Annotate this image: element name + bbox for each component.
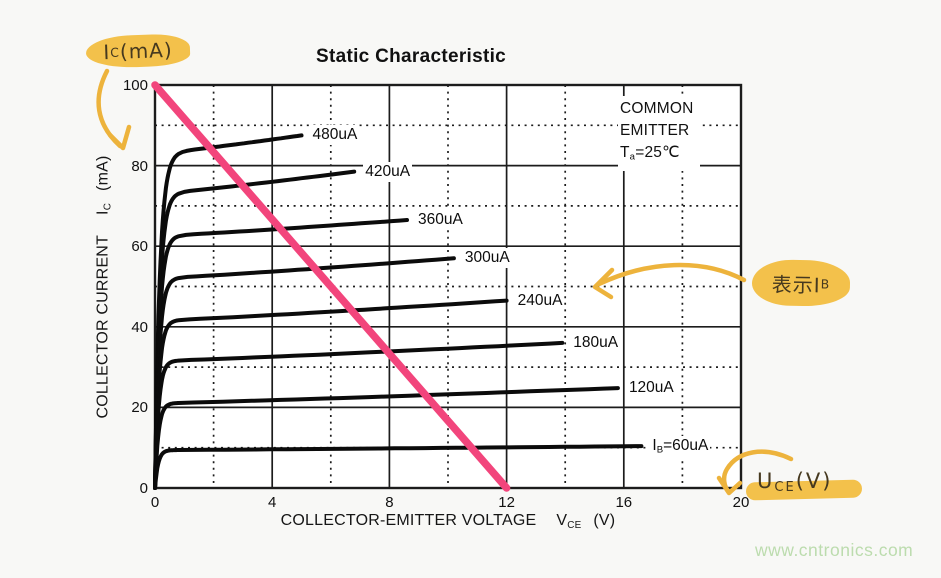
x-axis-symbol: V (556, 512, 568, 529)
ib-arrow-head-icon (592, 267, 615, 300)
watermark: www.cntronics.com (755, 540, 914, 560)
curve-IB=60uA (153, 444, 644, 490)
curve-IB=240uA (153, 298, 509, 490)
condition-line-1: COMMON (620, 100, 694, 117)
curve-label-IB=240uA: 240uA (515, 290, 565, 311)
curve-label-IB=180uA: 180uA (571, 332, 621, 353)
y-tick-label: 0 (139, 480, 148, 497)
ib-arrow-icon (596, 262, 747, 287)
load-line (151, 81, 511, 492)
x-tick-label: 4 (268, 494, 277, 511)
curve-label-IB=60uA: IB=60uA (650, 436, 711, 461)
x-tick-label: 8 (385, 494, 394, 511)
curve-label-IB=420uA: 420uA (363, 161, 413, 182)
y-tick-label: 80 (131, 157, 148, 175)
x-tick-label: 20 (732, 494, 750, 511)
curve-IB=120uA (153, 386, 620, 490)
condition-temperature: Ta=25℃ (620, 144, 680, 163)
curve-label-IB=360uA: 360uA (415, 210, 465, 230)
ic-arrow-head-icon (107, 124, 132, 151)
x-axis-unit: (V) (593, 512, 616, 529)
curve-IB=420uA (153, 169, 357, 490)
y-tick-label: 40 (131, 318, 148, 336)
condition-line-2: EMITTER (620, 122, 690, 139)
y-tick-label: 60 (131, 238, 148, 256)
x-tick-label: 16 (615, 494, 633, 511)
y-tick-label: 100 (122, 77, 148, 94)
curve-label-IB=300uA: 300uA (462, 248, 512, 269)
curve-IB=300uA (153, 256, 456, 490)
handwritten-uce-note: UCE(V) (757, 469, 833, 495)
uce-arrow-head-icon (716, 475, 743, 496)
x-axis-symbol-sub: CE (567, 519, 582, 531)
condition-label: COMMON EMITTER Ta=25℃ (618, 96, 700, 171)
x-axis-title-text: COLLECTOR-EMITTER VOLTAGE (280, 512, 537, 529)
curve-label-IB=480uA: 480uA (310, 125, 360, 146)
chart-title: Static Characteristic (316, 46, 507, 67)
x-axis-title: COLLECTOR-EMITTER VOLTAGE VCE (V) (155, 512, 741, 531)
plot-border (153, 83, 743, 490)
x-tick-label: 12 (498, 494, 515, 511)
curve-IB=180uA (153, 340, 565, 490)
y-tick-label: 20 (131, 399, 148, 417)
curve-IB=360uA (153, 218, 409, 490)
x-tick-label: 0 (150, 494, 160, 511)
curve-label-IB=120uA: 120uA (626, 378, 676, 399)
curve-IB=480uA (153, 133, 304, 490)
